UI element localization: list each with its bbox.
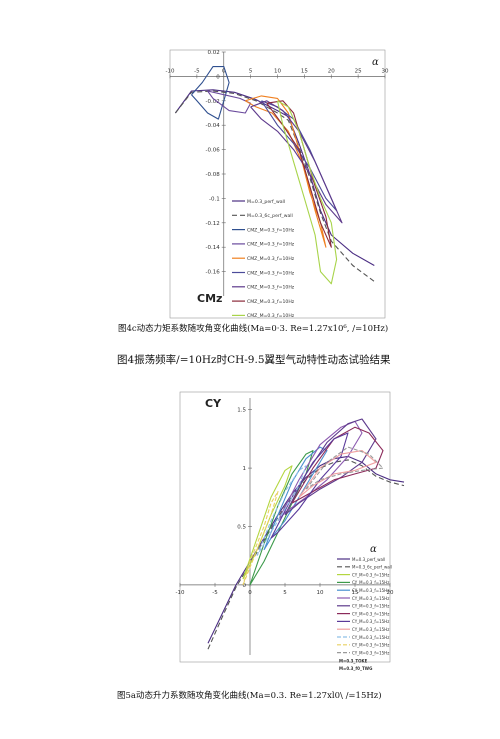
- chart-frame: [169, 49, 386, 319]
- x-tick-label: -5: [194, 68, 200, 74]
- y-tick-label: 0: [243, 583, 247, 589]
- legend-extra-label: M=0.3_f0_TWG: [339, 666, 372, 671]
- legend-extra-label: M=0.3_TOKE: [339, 658, 368, 663]
- legend-label: CMZ_M=0.3_f=10Hz: [247, 227, 295, 233]
- cy-chart: -10 -5 0 5 10 15 201.510.50CYαM=0.3_perf_wallM…: [176, 391, 405, 671]
- series-line-7: [284, 418, 377, 516]
- x-tick-label: 15: [301, 68, 308, 74]
- series-line-9: [276, 100, 338, 285]
- series-line-3: [191, 66, 230, 120]
- series-line-12: [242, 490, 279, 586]
- x-tick-label: 10: [274, 68, 281, 74]
- y-tick-label: -0.08: [206, 172, 221, 178]
- legend-label: CY_M=0.3_f=15Hz: [352, 627, 389, 632]
- series-line-1: [207, 455, 405, 644]
- legend-label: CY_M=0.3_f=15Hz: [352, 619, 389, 624]
- y-tick-label: 0: [216, 74, 220, 80]
- legend-label: CMZ_M=0.3_f=10Hz: [247, 285, 295, 291]
- series-line-10: [298, 450, 377, 498]
- y-axis-label: CMz: [197, 292, 222, 305]
- legend: M=0.3_perf_wall M=0.3_6c_perf_wall CY_M=0.…: [337, 557, 392, 671]
- legend-label: CMZ_M=0.3_f=10Hz: [247, 242, 295, 248]
- series-line-5: [263, 446, 328, 551]
- y-tick-label: -0.12: [206, 221, 220, 227]
- y-tick-label: 1.5: [237, 408, 246, 414]
- y-tick-label: 0.02: [208, 50, 220, 56]
- x-tick-label: -10: [166, 68, 175, 74]
- y-axis-label: CY: [205, 397, 222, 410]
- x-tick-label: 20: [387, 590, 394, 596]
- y-tick-label: 1: [243, 466, 247, 472]
- series-line-7: [250, 100, 343, 224]
- x-tick-label: 10: [317, 590, 324, 596]
- legend-label: M=0.3_6c_perf_wall: [247, 213, 293, 219]
- x-tick-label: 25: [355, 68, 362, 74]
- series-line-9: [270, 432, 349, 539]
- legend: M=0.3_perf_wall M=0.3_6c_perf_wall CMZ_M=0…: [232, 199, 295, 319]
- series-line-11: [256, 465, 307, 556]
- x-tick-label: -5: [212, 590, 218, 596]
- series-line-6: [277, 420, 363, 522]
- x-tick-label: 5: [283, 590, 287, 596]
- figure-4-main-caption: 图4振荡频率/=10Hz时CH-9.5翼型气动特性动态试验结果: [117, 354, 391, 366]
- legend-label: CMZ_M=0.3_f=10Hz: [247, 299, 295, 305]
- y-tick-label: -0.16: [206, 270, 221, 276]
- x-tick-label: 5: [249, 68, 253, 74]
- figure-4c-caption: 图4c动态力矩系数随攻角变化曲线(Ma=0·3. Re=1.27x10⁶, /=…: [118, 324, 389, 334]
- legend-label: CY_M=0.3_f=15Hz: [352, 604, 389, 609]
- x-tick-label: -10: [176, 590, 185, 596]
- y-tick-label: -0.02: [206, 99, 220, 105]
- legend-label: CY_M=0.3_f=15Hz: [352, 643, 389, 648]
- x-tick-label: 0: [248, 590, 252, 596]
- legend-label: CY_M=0.3_f=15Hz: [352, 650, 389, 655]
- figure-5a-caption: 图5a动态升力系数随攻角变化曲线(Ma=0.3. Re=1.27xl0\ /=1…: [117, 691, 382, 701]
- y-tick-label: -0.1: [209, 196, 220, 202]
- series-line-4: [207, 90, 252, 114]
- legend-label: CY_M=0.3_f=15Hz: [352, 588, 389, 593]
- chart-frame: [179, 391, 391, 663]
- legend-label: CY_M=0.3_f=15Hz: [352, 611, 389, 616]
- series-line-8: [291, 426, 384, 504]
- legend-label: CY_M=0.3_f=15Hz: [352, 635, 389, 640]
- y-tick-label: -0.06: [206, 148, 221, 154]
- y-tick-label: -0.14: [206, 245, 221, 251]
- x-tick-label: 15: [352, 590, 359, 596]
- series-line-4: [249, 450, 314, 586]
- legend-label: M=0.3_perf_wall: [352, 557, 385, 562]
- legend-label: CMZ_M=0.3_f=10Hz: [247, 270, 295, 276]
- series-line-8: [266, 100, 332, 248]
- legend-label: CY_M=0.3_f=15Hz: [352, 596, 389, 601]
- legend-label: CY_M=0.3_f=15Hz: [352, 580, 389, 585]
- y-tick-label: 0.5: [237, 525, 246, 531]
- legend-label: CMZ_M=0.3_f=10Hz: [247, 256, 295, 262]
- series-line-13: [305, 446, 384, 490]
- legend-label: M=0.3_perf_wall: [247, 199, 285, 205]
- cmz-chart: -10 -5 0 5 10 15 20 25 30 0.02 0 -0.02 -0.04 -0.06 -0.…: [166, 49, 389, 319]
- x-tick-label: 20: [328, 68, 335, 74]
- x-tick-label: 0: [222, 68, 226, 74]
- x-axis-label: α: [372, 57, 379, 68]
- x-tick-label: 30: [382, 68, 389, 74]
- y-tick-label: -0.04: [206, 123, 221, 129]
- series-line-2: [174, 90, 375, 282]
- legend-label: M=0.3_6c_perf_wall: [352, 565, 392, 570]
- legend-label: CMZ_M=0.3_f=10Hz: [247, 313, 295, 319]
- x-axis-label: α: [370, 544, 377, 555]
- legend-label: CY_M=0.3_f=15Hz: [352, 572, 389, 577]
